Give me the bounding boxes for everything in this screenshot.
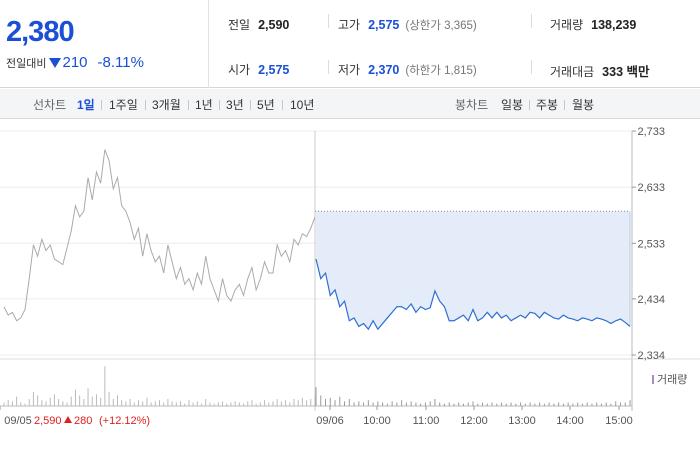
volume-legend-label: 거래량: [657, 373, 687, 386]
divider: [250, 100, 251, 110]
down-triangle-icon: [49, 57, 62, 68]
change-value: 210: [62, 54, 88, 71]
candle-chart-label: 봉차트: [455, 98, 489, 112]
prev-day-series: [3, 149, 316, 322]
divider: [188, 100, 189, 110]
volume-legend-swatch: [652, 375, 654, 384]
stat-value: 2,590: [258, 18, 290, 32]
chart-grid: [0, 130, 700, 411]
y-tick-label: 2,533: [637, 238, 665, 250]
divider: [531, 14, 532, 28]
prev-day-change-pct: (+12.12%): [99, 415, 150, 427]
divider: [531, 60, 532, 74]
y-tick-label: 2,434: [637, 294, 665, 306]
stat-label: 시가: [228, 63, 251, 77]
current-price: 2,380: [6, 16, 75, 48]
stat-volume: 거래량 138,239: [550, 16, 636, 33]
tab-weekly-candle[interactable]: 주봉: [536, 98, 559, 112]
x-tick-label: 13:00: [508, 415, 536, 427]
stat-value: 333 백만: [602, 65, 650, 79]
price-summary: 2,380 전일대비 210 -8.11%: [0, 0, 209, 88]
quote-header: 2,380 전일대비 210 -8.11% 전일 2,590 고가 2,575 …: [0, 0, 700, 88]
prev-day-line: [3, 149, 316, 322]
x-tick-label: 15:00: [605, 415, 633, 427]
divider: [282, 100, 283, 110]
stat-value: 2,575: [368, 18, 400, 32]
chart-period-tabs: 선차트 1일 1주일 3개월 1년 3년 5년 10년 봉차트 일봉 주봉 월봉: [0, 89, 700, 119]
up-triangle-icon: [64, 416, 72, 423]
divider: [145, 100, 146, 110]
y-axis: 2,733 2,633 2,533 2,434 2,334: [632, 126, 665, 362]
lower-limit: (하한가 1,815): [405, 65, 477, 77]
stat-value: 2,575: [258, 63, 290, 77]
stat-open: 시가 2,575: [228, 61, 289, 78]
tab-1y[interactable]: 1년: [195, 98, 213, 112]
x-tick-label: 09/06: [316, 415, 344, 427]
y-tick-label: 2,334: [637, 350, 665, 362]
volume-legend: 거래량: [652, 373, 687, 386]
stat-value: 2,370: [368, 63, 400, 77]
x-tick-label: 10:00: [363, 415, 391, 427]
today-fill: [316, 211, 630, 330]
today-line: [315, 258, 631, 331]
divider: [328, 60, 329, 74]
change-label: 전일대비: [6, 56, 47, 70]
stat-low: 저가 2,370 (하한가 1,815): [338, 61, 477, 78]
divider: [564, 100, 565, 110]
divider: [101, 100, 102, 110]
divider: [328, 14, 329, 28]
change-row: 전일대비 210 -8.11%: [6, 54, 144, 71]
y-tick-label: 2,633: [637, 182, 665, 194]
x-axis: 09/05 09/06 10:00 11:00 12:00 13:00 14:00 15:00: [0, 406, 633, 427]
prev-day-close: 2,590: [34, 415, 62, 427]
prev-day-info: 2,590 280 (+12.12%): [34, 415, 150, 427]
tab-1d[interactable]: 1일: [77, 98, 95, 112]
stat-label: 고가: [338, 18, 361, 32]
divider: [529, 100, 530, 110]
divider: [219, 100, 220, 110]
tab-5y[interactable]: 5년: [257, 98, 275, 112]
stat-value: 138,239: [591, 18, 637, 32]
stat-prev-close: 전일 2,590: [228, 16, 289, 33]
stat-amount: 거래대금 333 백만: [550, 61, 650, 80]
tab-1w[interactable]: 1주일: [109, 98, 138, 112]
change-percent: -8.11%: [97, 54, 144, 71]
stat-high: 고가 2,575 (상한가 3,365): [338, 16, 477, 33]
x-tick-label: 09/05: [4, 415, 32, 427]
tab-monthly-candle[interactable]: 월봉: [572, 98, 595, 112]
stat-label: 저가: [338, 63, 361, 77]
today-series: [315, 258, 631, 331]
x-tick-label: 14:00: [556, 415, 584, 427]
today-area: [315, 210, 631, 330]
prev-day-change: 280: [74, 415, 92, 427]
y-tick-label: 2,733: [637, 126, 665, 138]
x-tick-label: 12:00: [460, 415, 488, 427]
upper-limit: (상한가 3,365): [405, 20, 477, 32]
x-tick-label: 11:00: [413, 415, 440, 427]
tab-3y[interactable]: 3년: [226, 98, 244, 112]
line-chart-label: 선차트: [33, 98, 67, 112]
stat-label: 거래대금: [550, 65, 595, 79]
volume-bars: [3, 366, 631, 406]
tab-daily-candle[interactable]: 일봉: [501, 98, 524, 112]
stat-label: 거래량: [550, 18, 584, 32]
tab-3m[interactable]: 3개월: [152, 98, 181, 112]
stat-label: 전일: [228, 18, 251, 32]
tab-10y[interactable]: 10년: [290, 98, 315, 112]
intraday-price-chart[interactable]: 2,733 2,633 2,533 2,434 2,334 09/05 09/06 10:0…: [0, 119, 700, 450]
